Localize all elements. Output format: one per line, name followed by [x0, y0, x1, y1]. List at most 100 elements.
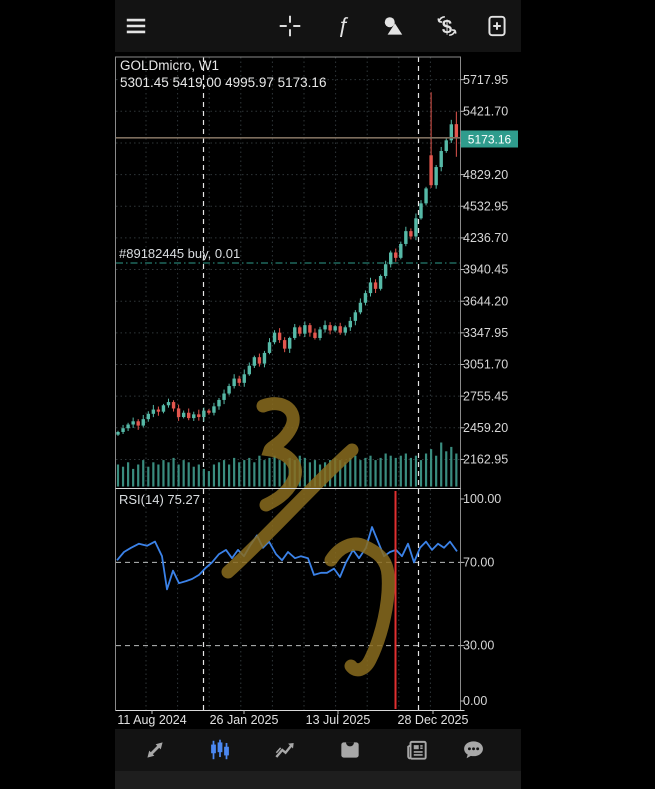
candle-body: [373, 282, 378, 289]
rsi-line: [116, 526, 458, 591]
candle-body: [141, 419, 145, 426]
newspaper-icon: [407, 740, 427, 760]
candle-body: [222, 393, 226, 400]
candle-body: [257, 357, 262, 364]
candle-body: [308, 325, 312, 333]
candle-body: [277, 332, 282, 341]
price-axis-label: 2755.45: [463, 389, 508, 403]
candle-body: [338, 326, 342, 333]
candle-body: [207, 410, 211, 413]
symbol-timeframe: GOLDmicro, W1: [120, 58, 219, 73]
panel-border: [115, 56, 461, 711]
candle-body: [419, 203, 423, 219]
candle-body: [429, 155, 433, 186]
rsi-label: RSI(14) 75.27: [119, 492, 200, 507]
candle-body: [272, 332, 277, 343]
candle-body: [444, 140, 448, 152]
candle-body: [348, 320, 352, 328]
candlestick-chart-icon: [211, 739, 229, 760]
trend-up-icon: [275, 742, 294, 758]
candle-body: [156, 409, 161, 412]
rsi-axis-label: 30.00: [463, 639, 494, 653]
candle-body: [343, 327, 347, 333]
tray-icon: [341, 742, 359, 758]
candle-body: [293, 327, 297, 338]
price-axis-label: 4829.20: [463, 168, 508, 182]
new-order-button[interactable]: [482, 11, 512, 41]
bottom-nav: [115, 729, 521, 771]
price-axis-label: 2162.95: [463, 453, 508, 467]
candle-body: [181, 412, 186, 418]
candle-body: [252, 357, 257, 366]
nav-trade[interactable]: [270, 736, 300, 764]
candle-body: [368, 282, 373, 294]
freehand-drawing: [256, 397, 302, 512]
candle-body: [227, 386, 231, 394]
price-axis-label: 3347.95: [463, 326, 508, 340]
nav-news[interactable]: [402, 736, 432, 764]
candle-body: [121, 428, 125, 432]
ohlc-values: 5301.45 5419.00 4995.97 5173.16: [120, 75, 326, 90]
candle-body: [126, 424, 130, 429]
nav-quotes[interactable]: [140, 736, 170, 764]
candle-body: [288, 337, 292, 349]
candle-body: [328, 325, 332, 331]
candle-body: [176, 408, 181, 418]
candle-body: [247, 365, 251, 375]
candle-body: [298, 327, 302, 334]
quotes-icon: [147, 742, 163, 758]
candle-body: [116, 431, 120, 435]
candle-body: [424, 188, 428, 204]
position-label: #89182445 buy, 0.01: [119, 246, 240, 261]
price-axis-label: 5421.70: [463, 105, 508, 119]
candle-body: [439, 151, 443, 168]
crosshair-button[interactable]: [275, 11, 305, 41]
candle-body: [161, 405, 166, 412]
rsi-axis-label: 100.00: [463, 492, 501, 506]
price-axis-label: 3940.45: [463, 263, 508, 277]
menu-icon: [126, 18, 146, 34]
candle-body: [192, 414, 196, 419]
menu-button[interactable]: [121, 11, 151, 41]
date-axis-label: 26 Jan 2025: [210, 713, 279, 727]
price-axis-label: 2459.20: [463, 421, 508, 435]
bottom-strip: [115, 771, 521, 789]
top-toolbar: ƒ $: [115, 0, 521, 52]
svg-text:$: $: [442, 16, 452, 37]
candle-body: [202, 410, 206, 418]
chat-bubble-icon: [464, 741, 483, 759]
candle-body: [389, 252, 393, 265]
candle-body: [151, 409, 156, 414]
candle-body: [363, 293, 368, 303]
indicators-button[interactable]: ƒ: [328, 11, 358, 41]
trade-dollar-button[interactable]: $: [432, 11, 462, 41]
candle-body: [267, 342, 272, 353]
freehand-drawing: [221, 443, 359, 579]
candle-body: [358, 302, 363, 313]
candle-body: [212, 406, 216, 413]
candle-body: [242, 374, 246, 383]
nav-mailbox[interactable]: [335, 736, 365, 764]
candle-body: [353, 312, 358, 321]
candle-body: [166, 402, 171, 406]
function-icon: ƒ: [337, 13, 349, 38]
candle-body: [187, 412, 191, 419]
candle-body: [449, 124, 453, 141]
candle-body: [333, 326, 337, 331]
candle-body: [394, 252, 398, 258]
nav-charts[interactable]: [205, 736, 235, 764]
price-axis-label: 4532.95: [463, 199, 508, 213]
price-axis-label: 3644.20: [463, 294, 508, 308]
candle-body: [237, 378, 241, 383]
price-axis-label: 3051.70: [463, 358, 508, 372]
current-price-badge: 5173.16: [461, 130, 518, 148]
rsi-axis-label: 70.00: [463, 555, 494, 569]
current-price-value: 5173.16: [468, 133, 512, 147]
date-axis-label: 28 Dec 2025: [398, 713, 469, 727]
candle-body: [197, 414, 201, 418]
candle-body: [131, 421, 135, 425]
nav-messages[interactable]: [458, 736, 488, 764]
objects-button[interactable]: [378, 11, 408, 41]
